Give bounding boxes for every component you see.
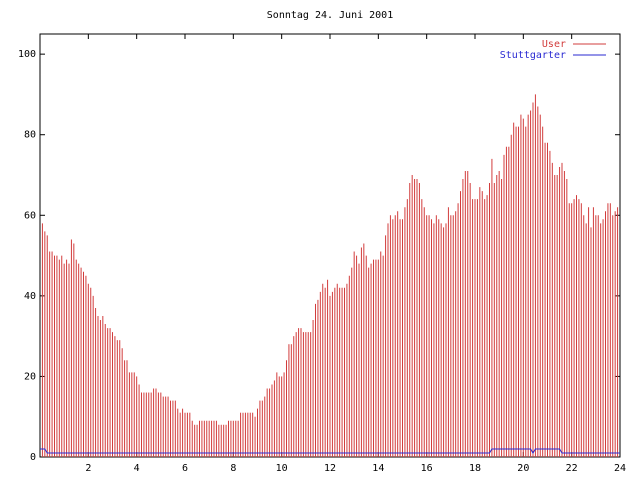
y-tick-label: 100	[18, 49, 36, 60]
y-tick-label: 80	[24, 130, 36, 141]
y-tick-label: 60	[24, 210, 36, 221]
x-tick-label: 14	[372, 463, 384, 474]
x-tick-label: 20	[517, 463, 529, 474]
x-tick-label: 10	[276, 463, 288, 474]
series-stuttgarter	[40, 448, 620, 454]
x-tick-label: 18	[469, 463, 481, 474]
y-tick-label: 0	[30, 452, 36, 463]
x-tick-label: 12	[324, 463, 336, 474]
series-line	[40, 448, 620, 454]
x-tick-label: 4	[134, 463, 140, 474]
legend-label: User	[542, 39, 566, 50]
y-tick-label: 40	[24, 291, 36, 302]
x-tick-label: 2	[85, 463, 91, 474]
x-tick-label: 16	[421, 463, 433, 474]
x-tick-label: 24	[614, 463, 626, 474]
x-tick-label: 8	[230, 463, 236, 474]
y-tick-label: 20	[24, 371, 36, 382]
series-user	[41, 94, 619, 457]
x-tick-label: 22	[566, 463, 578, 474]
legend-label: Stuttgarter	[500, 50, 566, 61]
x-tick-label: 6	[182, 463, 188, 474]
chart-title: Sonntag 24. Juni 2001	[267, 10, 393, 21]
